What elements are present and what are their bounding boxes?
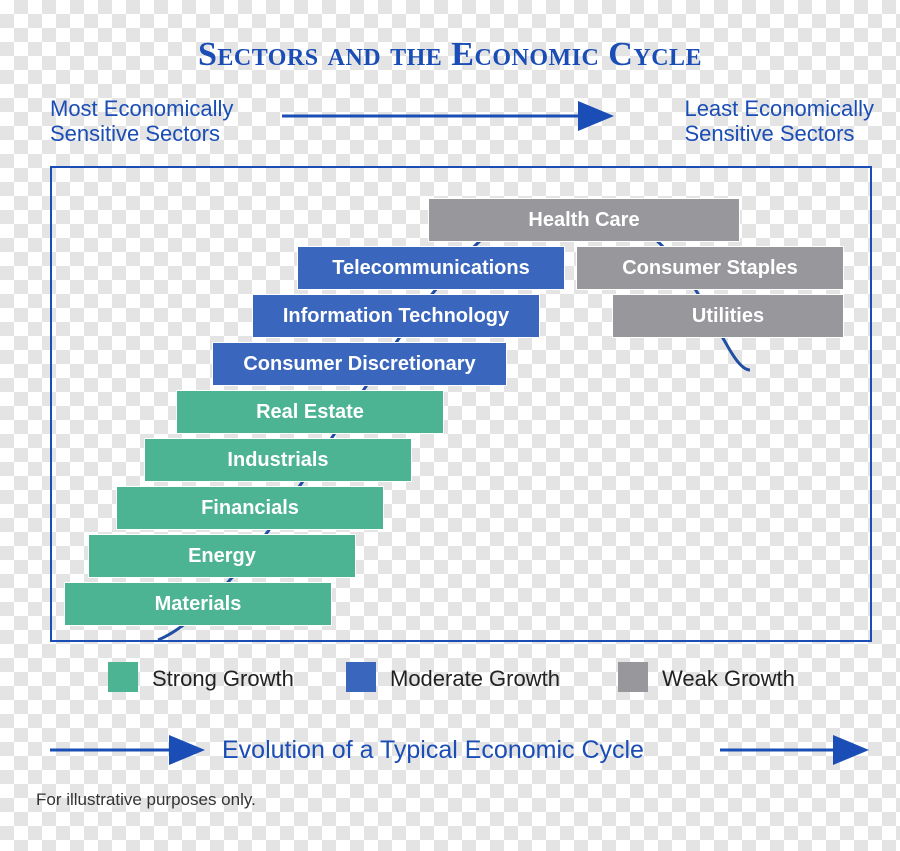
sector-box: Telecommunications	[297, 246, 565, 290]
sector-box: Energy	[88, 534, 356, 578]
sector-box: Information Technology	[252, 294, 540, 338]
sector-box: Utilities	[612, 294, 844, 338]
sensitivity-label-most-line1: Most Economically	[50, 96, 233, 121]
sensitivity-label-least-line1: Least Economically	[684, 96, 874, 121]
legend-label: Moderate Growth	[390, 666, 560, 692]
legend-swatch	[108, 662, 138, 692]
sector-box: Industrials	[144, 438, 412, 482]
sensitivity-label-most-line2: Sensitive Sectors	[50, 121, 233, 146]
sector-box: Financials	[116, 486, 384, 530]
sensitivity-label-least-line2: Sensitive Sectors	[684, 121, 874, 146]
legend-label: Weak Growth	[662, 666, 795, 692]
footnote: For illustrative purposes only.	[36, 790, 256, 810]
sector-box: Materials	[64, 582, 332, 626]
sensitivity-label-least: Least Economically Sensitive Sectors	[684, 96, 874, 147]
sensitivity-label-most: Most Economically Sensitive Sectors	[50, 96, 233, 147]
sector-box: Consumer Staples	[576, 246, 844, 290]
legend-label: Strong Growth	[152, 666, 294, 692]
sector-box: Real Estate	[176, 390, 444, 434]
evolution-caption: Evolution of a Typical Economic Cycle	[222, 736, 644, 765]
sector-box: Health Care	[428, 198, 740, 242]
legend-swatch	[346, 662, 376, 692]
sector-box: Consumer Discretionary	[212, 342, 507, 386]
legend-swatch	[618, 662, 648, 692]
main-title: Sectors and the Economic Cycle	[0, 36, 900, 74]
